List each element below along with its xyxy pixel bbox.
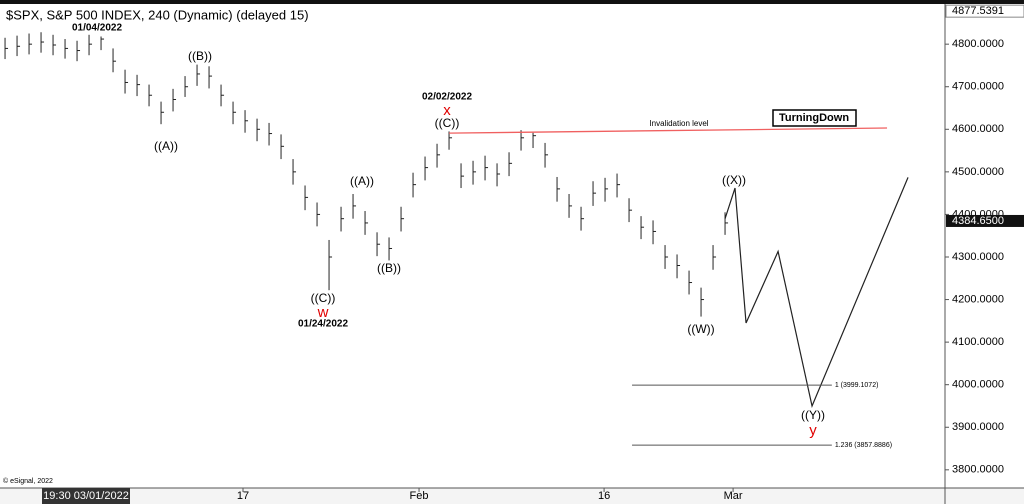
y-tick-label: 4000.0000: [952, 379, 1004, 391]
wave-label: ((Y)): [801, 408, 825, 422]
y-tick-label: 4300.0000: [952, 251, 1004, 263]
wave-label: ((C)): [311, 291, 336, 305]
wave-label: x: [443, 102, 451, 119]
cursor-label: 19:30 03/01/2022: [43, 490, 129, 502]
last-marker-box: [946, 214, 1024, 227]
y-tick-label: 3900.0000: [952, 421, 1004, 433]
y-tick-label: 4500.0000: [952, 166, 1004, 178]
cursor-box: [42, 488, 130, 504]
fib-level-label: 1.236 (3857.8886): [835, 442, 892, 449]
chart-title: $SPX, S&P 500 INDEX, 240 (Dynamic) (dela…: [6, 7, 309, 22]
wave-label: ((A)): [154, 139, 178, 153]
wave-label: ((B)): [188, 49, 212, 63]
y-tick-label: 4100.0000: [952, 336, 1004, 348]
x-tick-label: Feb: [410, 490, 429, 502]
y-tick-label: 4600.0000: [952, 123, 1004, 135]
y-tick-label: 4200.0000: [952, 293, 1004, 305]
wave-label: y: [809, 422, 817, 439]
brand: TurningDown: [779, 112, 849, 124]
last-marker-label: 4384.6500: [952, 215, 1004, 227]
y-tick-label: 4800.0000: [952, 38, 1004, 50]
invalidation-line: [449, 127, 888, 134]
invalidation-label: Invalidation level: [649, 119, 708, 128]
x-tick-label: 16: [598, 490, 610, 502]
wave-label: 02/02/2022: [422, 92, 472, 103]
wave-label: 01/04/2022: [72, 23, 122, 34]
top-border: [0, 0, 1024, 4]
y-tick-label: 3800.0000: [952, 464, 1004, 476]
high-marker-box: [945, 4, 1024, 18]
x-tick-label: Mar: [724, 490, 743, 502]
wave-label: 01/24/2022: [298, 319, 348, 330]
wave-label: ((A)): [350, 174, 374, 188]
brand-box: [772, 109, 857, 127]
wave-label: ((X)): [722, 173, 746, 187]
wave-label: w: [317, 304, 329, 321]
time-axis: [0, 488, 1024, 504]
copyright: © eSignal, 2022: [3, 477, 53, 485]
y-tick-label: 4700.0000: [952, 81, 1004, 93]
fib-level-label: 1 (3999.1072): [835, 382, 879, 389]
wave-label: ((B)): [377, 261, 401, 275]
high-marker-label: 4877.5391: [952, 5, 1004, 17]
projection-path: [724, 177, 909, 408]
x-tick-label: 17: [237, 490, 249, 502]
wave-label: ((C)): [435, 116, 460, 130]
wave-label: ((W)): [687, 322, 714, 336]
